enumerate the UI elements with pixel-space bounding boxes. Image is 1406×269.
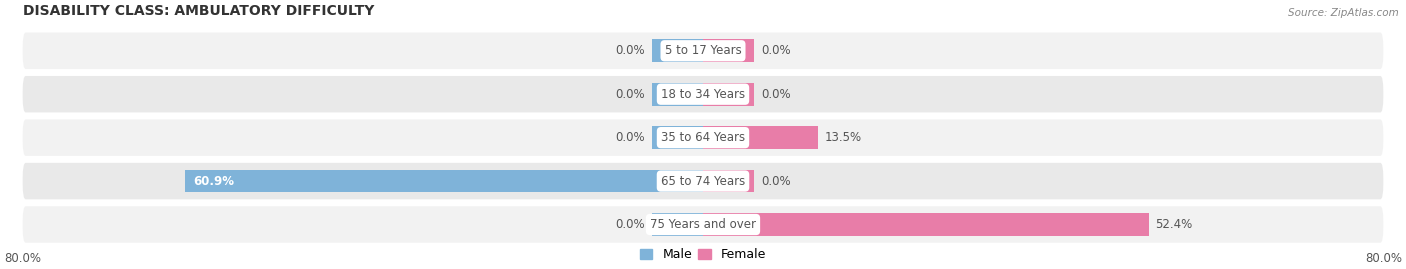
FancyBboxPatch shape <box>22 76 1384 112</box>
Bar <box>703 213 1149 236</box>
Text: 65 to 74 Years: 65 to 74 Years <box>661 175 745 187</box>
Bar <box>652 83 703 105</box>
FancyBboxPatch shape <box>22 33 1384 69</box>
Text: 0.0%: 0.0% <box>761 88 790 101</box>
Bar <box>652 126 703 149</box>
FancyBboxPatch shape <box>22 119 1384 156</box>
Text: 0.0%: 0.0% <box>761 175 790 187</box>
Bar <box>703 126 818 149</box>
Text: 35 to 64 Years: 35 to 64 Years <box>661 131 745 144</box>
Bar <box>703 170 754 192</box>
Text: DISABILITY CLASS: AMBULATORY DIFFICULTY: DISABILITY CLASS: AMBULATORY DIFFICULTY <box>22 4 374 18</box>
Text: Source: ZipAtlas.com: Source: ZipAtlas.com <box>1288 8 1399 18</box>
Bar <box>703 83 754 105</box>
FancyBboxPatch shape <box>22 206 1384 243</box>
Text: 75 Years and over: 75 Years and over <box>650 218 756 231</box>
Bar <box>186 170 703 192</box>
Text: 0.0%: 0.0% <box>761 44 790 57</box>
Bar <box>652 40 703 62</box>
FancyBboxPatch shape <box>22 163 1384 199</box>
Text: 0.0%: 0.0% <box>616 131 645 144</box>
Text: 52.4%: 52.4% <box>1156 218 1192 231</box>
Text: 5 to 17 Years: 5 to 17 Years <box>665 44 741 57</box>
Bar <box>703 40 754 62</box>
Text: 13.5%: 13.5% <box>824 131 862 144</box>
Text: 60.9%: 60.9% <box>194 175 235 187</box>
Text: 18 to 34 Years: 18 to 34 Years <box>661 88 745 101</box>
Text: 0.0%: 0.0% <box>616 88 645 101</box>
Text: 0.0%: 0.0% <box>616 218 645 231</box>
Text: 0.0%: 0.0% <box>616 44 645 57</box>
Bar <box>652 213 703 236</box>
Legend: Male, Female: Male, Female <box>636 243 770 266</box>
